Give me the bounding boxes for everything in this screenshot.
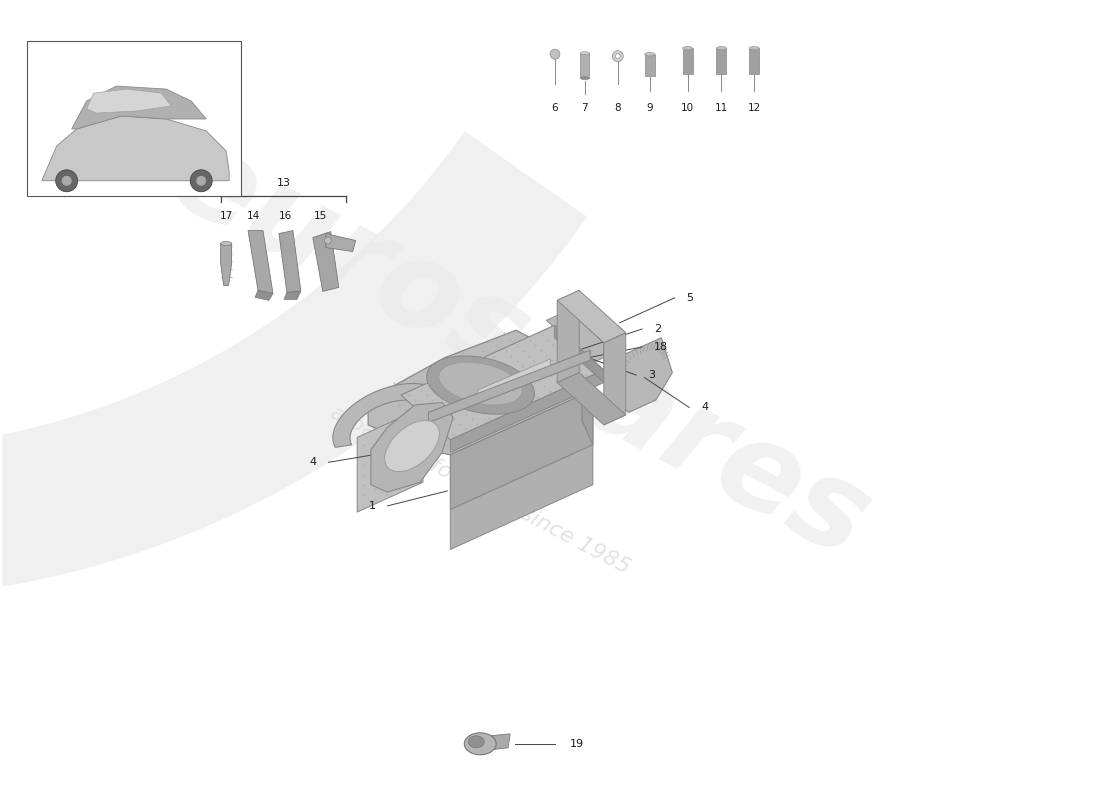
Polygon shape	[428, 350, 590, 422]
Ellipse shape	[56, 170, 78, 192]
Polygon shape	[402, 326, 604, 440]
Bar	[682, 48, 693, 74]
Polygon shape	[42, 116, 229, 181]
Text: a passion for parts since 1985: a passion for parts since 1985	[327, 402, 634, 578]
Ellipse shape	[62, 176, 72, 186]
Bar	[26, 42, 241, 196]
Ellipse shape	[615, 54, 620, 58]
Bar	[581, 54, 590, 78]
Bar	[645, 54, 654, 76]
Bar	[716, 48, 726, 74]
Polygon shape	[284, 291, 301, 299]
Polygon shape	[72, 86, 206, 129]
Ellipse shape	[439, 362, 522, 405]
Ellipse shape	[221, 242, 232, 246]
Polygon shape	[558, 373, 626, 425]
Text: 15: 15	[315, 210, 328, 221]
Polygon shape	[385, 421, 439, 472]
Polygon shape	[312, 231, 339, 291]
Polygon shape	[368, 330, 593, 455]
Ellipse shape	[550, 50, 560, 59]
Text: 9: 9	[647, 103, 653, 113]
Text: 11: 11	[715, 103, 728, 113]
Text: 10: 10	[681, 103, 694, 113]
Text: 8: 8	[615, 103, 622, 113]
Polygon shape	[333, 383, 444, 447]
Polygon shape	[595, 326, 626, 342]
Text: 7: 7	[582, 103, 588, 113]
Text: 13: 13	[276, 178, 290, 188]
Polygon shape	[582, 365, 593, 445]
Ellipse shape	[581, 77, 590, 80]
Text: 17: 17	[220, 210, 233, 221]
Ellipse shape	[613, 50, 624, 62]
Ellipse shape	[190, 170, 212, 192]
Polygon shape	[558, 290, 579, 382]
Ellipse shape	[645, 53, 654, 56]
Text: 5: 5	[686, 293, 693, 303]
Polygon shape	[450, 445, 593, 550]
Polygon shape	[450, 390, 593, 510]
Polygon shape	[87, 89, 172, 113]
Ellipse shape	[324, 237, 331, 244]
Ellipse shape	[749, 46, 759, 50]
Ellipse shape	[464, 733, 496, 754]
Polygon shape	[371, 402, 453, 492]
Polygon shape	[221, 243, 232, 286]
Bar	[749, 48, 759, 74]
Text: 14: 14	[246, 210, 260, 221]
Polygon shape	[477, 359, 550, 398]
Polygon shape	[554, 326, 604, 382]
Text: 19: 19	[570, 739, 584, 749]
Ellipse shape	[196, 176, 206, 186]
Text: 2: 2	[654, 324, 661, 334]
Polygon shape	[255, 290, 273, 300]
Polygon shape	[491, 734, 510, 750]
Text: 12: 12	[748, 103, 761, 113]
Text: 4: 4	[309, 458, 317, 467]
Polygon shape	[279, 230, 301, 292]
Polygon shape	[0, 131, 587, 599]
Polygon shape	[604, 333, 626, 425]
Text: 3: 3	[648, 370, 656, 380]
Text: 6: 6	[552, 103, 559, 113]
Text: 16: 16	[279, 210, 293, 221]
Text: eurospares: eurospares	[152, 117, 889, 583]
Polygon shape	[604, 345, 617, 393]
Ellipse shape	[581, 52, 590, 54]
Polygon shape	[326, 234, 355, 251]
Text: 4: 4	[701, 402, 708, 413]
Ellipse shape	[716, 46, 726, 50]
Polygon shape	[428, 350, 590, 422]
Polygon shape	[558, 290, 626, 342]
Ellipse shape	[427, 356, 535, 414]
Polygon shape	[612, 338, 672, 413]
Ellipse shape	[469, 736, 484, 748]
Text: 18: 18	[654, 342, 668, 352]
Text: 1: 1	[368, 501, 375, 511]
Polygon shape	[547, 310, 615, 362]
Polygon shape	[249, 230, 273, 294]
Polygon shape	[450, 370, 604, 452]
Polygon shape	[358, 407, 422, 512]
Ellipse shape	[682, 46, 693, 50]
